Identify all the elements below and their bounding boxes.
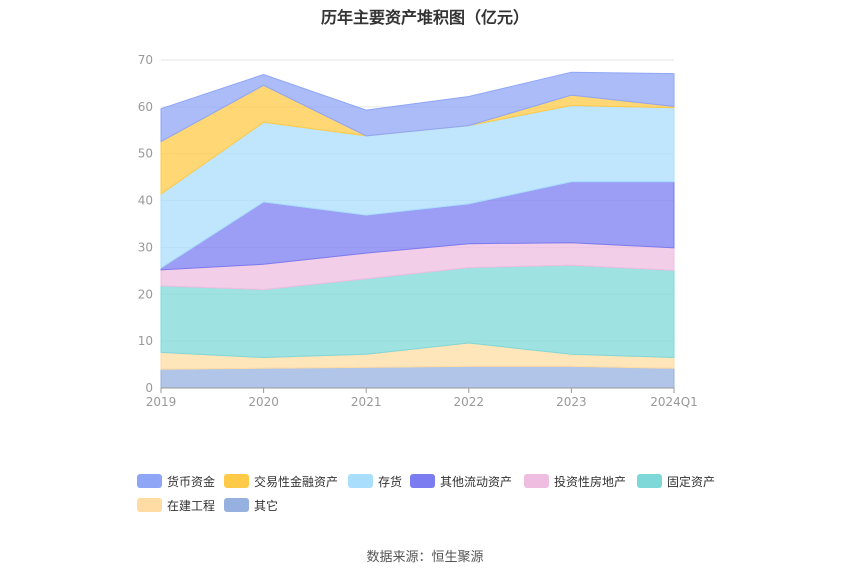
legend-swatch [224,498,249,512]
x-tick-label: 2019 [146,395,177,409]
legend-label: 交易性金融资产 [254,474,339,489]
legend-item[interactable]: 货币资金 [137,472,215,490]
y-tick-label: 50 [138,147,153,161]
legend-item[interactable]: 交易性金融资产 [224,472,338,490]
chart-title: 历年主要资产堆积图（亿元） [320,8,529,27]
y-tick-label: 0 [145,381,153,395]
area-其它[interactable] [160,365,675,389]
legend-label: 其它 [254,498,279,513]
legend-swatch [637,474,662,488]
legend-item[interactable]: 其它 [224,496,278,514]
x-tick-label: 2022 [454,395,485,409]
legend-label: 存货 [378,474,403,489]
legend-swatch [224,474,249,488]
legend-label: 其他流动资产 [440,474,513,489]
y-tick-label: 30 [138,240,153,254]
legend-swatch [137,498,162,512]
legend-swatch [524,474,549,488]
area-货币资金[interactable] [160,71,675,143]
legend-item[interactable]: 其他流动资产 [410,472,512,490]
y-tick-label: 60 [138,100,153,114]
legend-label: 投资性房地产 [554,474,627,489]
legend-item[interactable]: 固定资产 [637,472,715,490]
legend-label: 固定资产 [667,474,716,489]
x-tick-label: 2023 [556,395,587,409]
y-tick-label: 10 [138,334,153,348]
legend-swatch [137,474,162,488]
axes: 2019 2020 2021 2022 2023 2024Q1 [146,387,698,409]
x-tick-label: 2024Q1 [650,395,698,409]
legend-label: 货币资金 [167,474,216,489]
area-series [160,71,675,389]
y-tick-label: 20 [138,287,153,301]
legend-item[interactable]: 存货 [348,472,402,490]
legend-item[interactable]: 投资性房地产 [524,472,626,490]
x-tick-label: 2021 [351,395,382,409]
y-tick-label: 40 [138,194,153,208]
legend-label: 在建工程 [167,498,216,513]
legend-swatch [410,474,435,488]
legend-swatch [348,474,373,488]
y-tick-label: 70 [138,53,153,67]
x-tick-label: 2020 [248,395,279,409]
legend-item[interactable]: 在建工程 [137,496,215,514]
data-source: 数据来源：恒生聚源 [366,550,484,565]
